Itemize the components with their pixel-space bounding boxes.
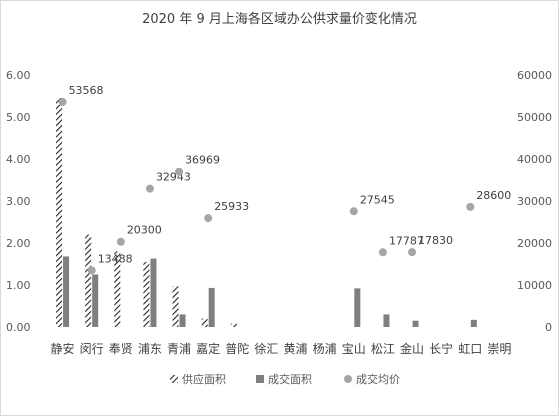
category-label: 黄浦 xyxy=(284,342,308,356)
supply-bar xyxy=(172,286,179,327)
right-tick-label: 50000 xyxy=(517,111,552,124)
price-data-label: 36969 xyxy=(185,154,220,167)
deal-bar xyxy=(92,274,99,327)
deal-bar xyxy=(354,288,361,327)
legend-swatch-supply xyxy=(170,375,178,383)
category-label: 崇明 xyxy=(487,342,511,356)
price-data-label: 28600 xyxy=(476,189,511,202)
price-data-label: 53568 xyxy=(69,84,104,97)
bars-layer xyxy=(56,98,477,327)
left-tick-label: 0.00 xyxy=(6,321,31,334)
legend-swatch-price xyxy=(344,375,352,383)
deal-bar xyxy=(208,287,215,327)
category-label: 青浦 xyxy=(167,342,191,356)
points-layer: 53568 13488 20300 32943 36969 25933 27545 17787… xyxy=(58,84,511,275)
category-label: 闵行 xyxy=(80,341,104,356)
legend-label: 成交均价 xyxy=(356,372,400,386)
price-data-label: 32943 xyxy=(156,171,191,184)
deal-bar xyxy=(383,314,390,327)
supply-bar xyxy=(56,98,63,327)
category-label: 奉贤 xyxy=(109,342,133,356)
right-tick-label: 0 xyxy=(545,321,552,334)
left-tick-label: 1.00 xyxy=(6,279,31,292)
category-label: 金山 xyxy=(400,341,424,356)
price-data-label: 25933 xyxy=(214,200,249,213)
supply-bar xyxy=(85,234,92,327)
left-axis-ticks: 0.00 1.00 2.00 3.00 4.00 5.00 6.00 xyxy=(6,69,31,334)
deal-bar xyxy=(150,258,157,327)
category-label: 长宁 xyxy=(429,341,453,356)
price-point xyxy=(349,207,358,216)
deal-bar xyxy=(63,256,70,327)
price-point xyxy=(87,266,96,275)
price-point xyxy=(378,248,387,257)
legend: 供应面积 成交面积 成交均价 xyxy=(170,372,400,386)
price-data-label: 13488 xyxy=(98,252,133,265)
category-labels: 静安 闵行 奉贤 浦东 青浦 嘉定 普陀 徐汇 黄浦 杨浦 宝山 松江 金山 长宁 虹口 崇明 xyxy=(51,341,512,356)
price-data-label: 20300 xyxy=(127,224,162,237)
chart-title: 2020 年 9 月上海各区域办公供求量价变化情况 xyxy=(142,12,417,27)
price-point xyxy=(116,237,125,246)
right-tick-label: 60000 xyxy=(517,69,552,82)
price-data-label: 17830 xyxy=(418,234,453,247)
right-tick-label: 40000 xyxy=(517,153,552,166)
legend-swatch-deal xyxy=(256,375,264,383)
left-tick-label: 6.00 xyxy=(6,69,31,82)
left-tick-label: 5.00 xyxy=(6,111,31,124)
right-axis-ticks: 0 10000 20000 30000 40000 50000 60000 xyxy=(517,69,552,334)
price-point xyxy=(466,202,475,211)
price-point xyxy=(204,214,213,223)
category-label: 杨浦 xyxy=(313,341,337,356)
category-label: 静安 xyxy=(51,341,75,356)
supply-bar xyxy=(201,318,208,327)
supply-bar xyxy=(230,323,237,327)
left-tick-label: 2.00 xyxy=(6,237,31,250)
category-label: 普陀 xyxy=(225,341,249,356)
category-label: 松江 xyxy=(371,342,395,356)
category-label: 宝山 xyxy=(342,342,366,356)
category-label: 嘉定 xyxy=(196,341,220,356)
price-point xyxy=(175,167,184,176)
supply-bar xyxy=(143,261,150,327)
deal-bar xyxy=(412,320,419,327)
deal-bar xyxy=(470,319,477,327)
category-label: 徐汇 xyxy=(254,341,278,356)
category-label: 浦东 xyxy=(138,342,162,356)
price-data-label: 17787 xyxy=(389,234,424,247)
price-data-label: 27545 xyxy=(360,193,395,206)
price-point xyxy=(58,98,67,107)
right-tick-label: 20000 xyxy=(517,237,552,250)
category-label: 虹口 xyxy=(458,342,482,356)
deal-bar xyxy=(179,314,186,327)
left-tick-label: 3.00 xyxy=(6,195,31,208)
price-point xyxy=(408,248,417,257)
legend-label: 供应面积 xyxy=(182,372,226,386)
legend-label: 成交面积 xyxy=(268,372,312,386)
left-tick-label: 4.00 xyxy=(6,153,31,166)
price-point xyxy=(145,184,154,193)
supply-bar xyxy=(114,251,121,327)
right-tick-label: 30000 xyxy=(517,195,552,208)
right-tick-label: 10000 xyxy=(517,279,552,292)
